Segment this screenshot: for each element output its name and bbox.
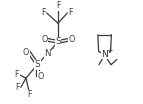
Text: N: N: [101, 50, 108, 59]
Text: S: S: [34, 60, 40, 69]
Text: S: S: [55, 37, 61, 46]
Text: +: +: [106, 46, 113, 55]
Text: O: O: [42, 35, 48, 44]
Text: O: O: [68, 35, 75, 44]
Text: N: N: [44, 49, 51, 58]
Text: F: F: [56, 1, 60, 10]
Text: F: F: [68, 8, 73, 17]
Text: F: F: [15, 70, 19, 79]
Text: O: O: [23, 48, 29, 57]
Text: F: F: [42, 8, 46, 17]
Text: ⁻: ⁻: [50, 47, 54, 53]
Text: F: F: [16, 83, 20, 92]
Text: F: F: [27, 90, 32, 99]
Text: O: O: [37, 72, 43, 81]
